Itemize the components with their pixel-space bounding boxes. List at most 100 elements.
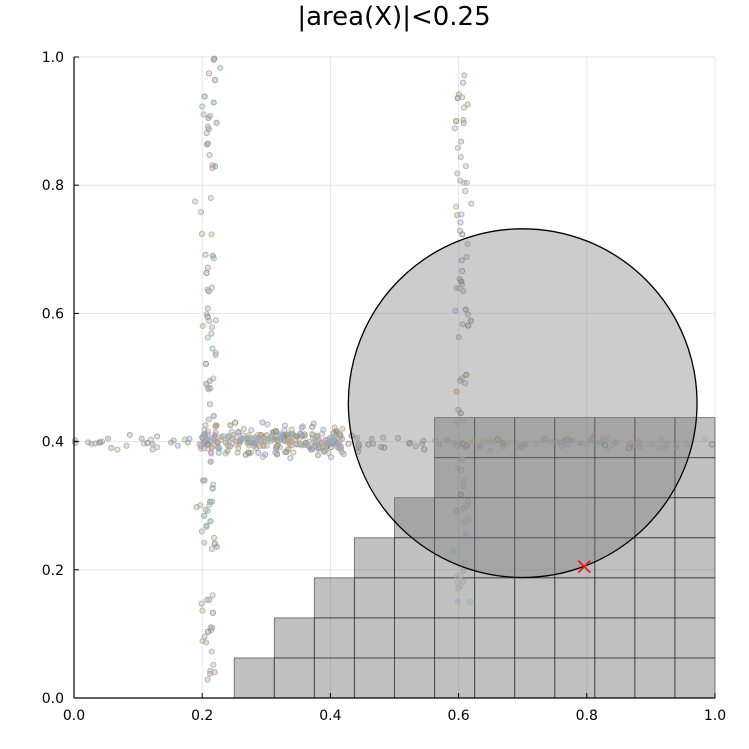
staircase-cell bbox=[394, 537, 436, 579]
scatter-point bbox=[459, 94, 466, 101]
scatter-point bbox=[459, 321, 466, 328]
scatter-point bbox=[193, 504, 200, 511]
scatter-point bbox=[381, 444, 388, 451]
scatter-point bbox=[198, 528, 205, 535]
staircase-cell bbox=[594, 617, 636, 659]
staircase-cell bbox=[514, 577, 556, 619]
staircase-cell bbox=[634, 657, 676, 699]
scatter-point bbox=[418, 440, 426, 447]
scatter-point bbox=[629, 443, 636, 450]
scatter-point bbox=[198, 209, 205, 216]
scatter-point bbox=[207, 458, 214, 465]
scatter-point bbox=[315, 445, 322, 452]
scatter-point bbox=[587, 436, 594, 443]
scatter-point bbox=[202, 360, 209, 367]
scatter-point bbox=[499, 439, 506, 446]
scatter-point bbox=[460, 417, 467, 424]
scatter-point bbox=[465, 311, 472, 318]
scatter-point bbox=[466, 599, 473, 606]
scatter-point bbox=[222, 439, 229, 446]
scatter-point bbox=[708, 441, 715, 448]
scatter-point bbox=[421, 446, 428, 453]
scatter-point bbox=[211, 441, 218, 448]
scatter-point bbox=[204, 628, 212, 635]
scatter-point bbox=[432, 437, 439, 444]
scatter-point bbox=[636, 443, 643, 450]
scatter-point bbox=[455, 465, 462, 472]
scatter-point bbox=[460, 483, 467, 490]
scatter-point bbox=[204, 264, 211, 271]
scatter-point bbox=[209, 165, 216, 172]
staircase-cell bbox=[434, 657, 476, 699]
scatter-point bbox=[126, 431, 133, 439]
scatter-point bbox=[211, 534, 218, 541]
scatter-point bbox=[217, 64, 224, 71]
scatter-point bbox=[259, 419, 266, 426]
staircase-cell bbox=[514, 417, 556, 459]
scatter-point bbox=[583, 441, 590, 448]
staircase-cell bbox=[474, 537, 516, 579]
x-marker-stroke-2 bbox=[577, 559, 591, 574]
scatter-points bbox=[71, 55, 715, 683]
staircase-cell bbox=[353, 617, 395, 659]
x-tick-label: 0.2 bbox=[191, 708, 213, 724]
scatter-point bbox=[453, 203, 460, 210]
scatter-point bbox=[412, 443, 419, 450]
scatter-point bbox=[514, 443, 521, 450]
staircase-cell bbox=[273, 657, 315, 699]
scatter-point bbox=[208, 648, 215, 655]
scatter-point bbox=[209, 624, 216, 631]
scatter-point bbox=[457, 491, 464, 498]
staircase-cell bbox=[634, 577, 676, 619]
scatter-point bbox=[463, 371, 470, 378]
scatter-point bbox=[255, 449, 262, 456]
scatter-point bbox=[284, 446, 291, 453]
scatter-point bbox=[208, 231, 215, 238]
scatter-point bbox=[355, 440, 362, 447]
staircase-cell bbox=[474, 417, 516, 459]
scatter-point bbox=[205, 416, 212, 423]
scatter-point bbox=[460, 477, 467, 484]
scatter-point bbox=[205, 384, 212, 391]
scatter-point bbox=[201, 93, 208, 100]
scatter-point bbox=[213, 422, 220, 429]
scatter-point bbox=[201, 477, 208, 484]
scatter-point bbox=[468, 200, 475, 207]
scatter-point bbox=[487, 447, 494, 454]
scatter-point bbox=[673, 443, 680, 450]
scatter-point bbox=[394, 435, 401, 442]
y-tick-label: 0.4 bbox=[42, 435, 64, 451]
scatter-point bbox=[277, 431, 284, 438]
scatter-point bbox=[208, 546, 215, 553]
scatter-point bbox=[235, 428, 242, 435]
staircase-cell bbox=[554, 577, 596, 619]
scatter-point bbox=[201, 512, 208, 519]
scatter-point bbox=[199, 103, 206, 110]
scatter-point bbox=[277, 435, 284, 442]
scatter-point bbox=[459, 267, 466, 275]
scatter-point bbox=[539, 436, 546, 444]
scatter-point bbox=[458, 138, 465, 145]
scatter-point bbox=[298, 442, 305, 449]
staircase-cell bbox=[554, 657, 596, 699]
scatter-point bbox=[460, 179, 467, 186]
scatter-point bbox=[206, 151, 213, 159]
scatter-point bbox=[453, 419, 460, 427]
staircase-cell bbox=[313, 617, 355, 659]
scatter-point bbox=[591, 439, 598, 446]
y-tick-label: 0.0 bbox=[42, 691, 64, 707]
scatter-point bbox=[167, 439, 175, 446]
scatter-point bbox=[462, 163, 469, 170]
scatter-point bbox=[500, 442, 507, 450]
scatter-point bbox=[224, 448, 231, 455]
staircase-cell bbox=[273, 617, 315, 659]
scatter-point bbox=[380, 434, 387, 441]
scatter-point bbox=[292, 436, 299, 443]
staircase-cell bbox=[313, 577, 355, 619]
staircase-cell bbox=[514, 657, 556, 699]
staircase-cell bbox=[434, 577, 476, 619]
staircase-cell bbox=[594, 497, 636, 539]
scatter-point bbox=[454, 144, 461, 151]
scatter-point bbox=[436, 441, 443, 448]
